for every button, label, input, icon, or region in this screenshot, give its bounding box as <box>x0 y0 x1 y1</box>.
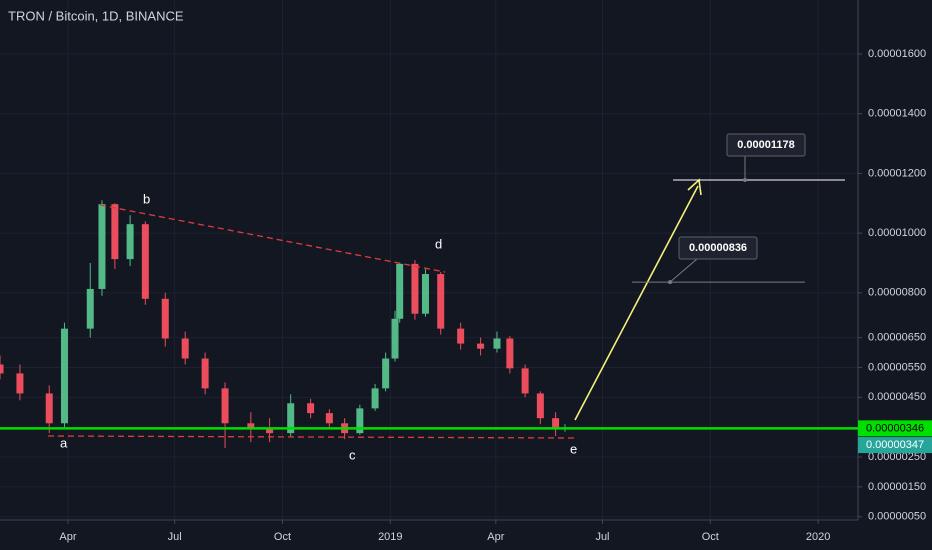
candle-body <box>536 393 544 419</box>
callout-box <box>726 133 806 157</box>
x-tick-label: Oct <box>274 531 291 543</box>
price-label: 0.00000347 <box>866 439 924 451</box>
trend-line <box>47 435 576 439</box>
y-tick-label: 0.00000650 <box>868 332 926 344</box>
candle-body <box>552 418 560 429</box>
y-tick-label: 0.00000050 <box>868 511 926 523</box>
x-tick-label: 2020 <box>806 531 830 543</box>
callout-text: 0.00000836 <box>689 242 747 254</box>
wave-label: e <box>570 441 577 456</box>
y-tick-label: 0.00000800 <box>868 287 926 299</box>
candle-body <box>382 358 390 389</box>
candle-body <box>111 204 119 260</box>
callout-leader <box>669 258 698 283</box>
y-tick-label: 0.00001400 <box>868 108 926 120</box>
candle-body <box>247 423 255 429</box>
candle-body <box>126 224 134 260</box>
candle-body <box>506 338 514 369</box>
candle-body <box>0 364 4 374</box>
candle-body <box>201 358 209 389</box>
candle-body <box>141 224 149 299</box>
candle-body <box>16 373 24 394</box>
candle-body <box>437 274 445 329</box>
candle-body <box>457 328 465 344</box>
callout-text: 0.00001178 <box>737 139 795 151</box>
candle-body <box>45 393 53 424</box>
y-tick-label: 0.00001600 <box>868 48 926 60</box>
wave-label: b <box>143 191 150 206</box>
arrow <box>574 185 699 421</box>
candle-body <box>493 338 501 349</box>
candle-body <box>371 388 379 409</box>
callout-point <box>743 178 747 182</box>
candle-body <box>477 343 485 349</box>
x-tick-label: Apr <box>59 531 76 543</box>
trend-line <box>99 204 446 273</box>
callout-point <box>668 280 672 285</box>
callout-box <box>678 236 758 260</box>
y-tick-label: 0.00000550 <box>868 361 926 373</box>
wave-label: c <box>349 447 356 462</box>
price-label-box <box>858 420 932 437</box>
candle-body <box>521 368 529 394</box>
candle-body <box>161 298 169 339</box>
candle-body <box>287 403 295 434</box>
wave-label: a <box>60 435 68 450</box>
candle-body <box>396 263 404 319</box>
y-tick-label: 0.00001000 <box>868 227 926 239</box>
y-tick-label: 0.00000450 <box>868 391 926 403</box>
x-tick-label: Jul <box>168 531 182 543</box>
x-tick-label: Apr <box>487 531 504 543</box>
candle-body <box>221 388 229 424</box>
candle-body <box>98 204 106 289</box>
candle-body <box>86 288 94 329</box>
price-label: 0.00000346 <box>866 422 924 434</box>
chart-title: TRON / Bitcoin, 1D, BINANCE <box>8 8 184 23</box>
candle-body <box>356 408 364 434</box>
x-tick-label: Jul <box>595 531 609 543</box>
price-label-box <box>858 437 932 454</box>
candle-body <box>421 274 429 314</box>
candle-body <box>60 328 68 424</box>
candle-body <box>307 403 315 414</box>
x-tick-label: 2019 <box>378 531 402 543</box>
candle-body <box>181 338 189 359</box>
x-tick-label: Oct <box>702 531 719 543</box>
y-tick-label: 0.00001200 <box>868 167 926 179</box>
candle-body <box>391 318 399 359</box>
candle-body <box>411 263 419 314</box>
candle-body <box>325 413 333 424</box>
wave-label: d <box>435 236 442 251</box>
y-tick-label: 0.00000250 <box>868 451 926 463</box>
candle-body <box>266 428 274 434</box>
y-tick-label: 0.00000150 <box>868 481 926 493</box>
